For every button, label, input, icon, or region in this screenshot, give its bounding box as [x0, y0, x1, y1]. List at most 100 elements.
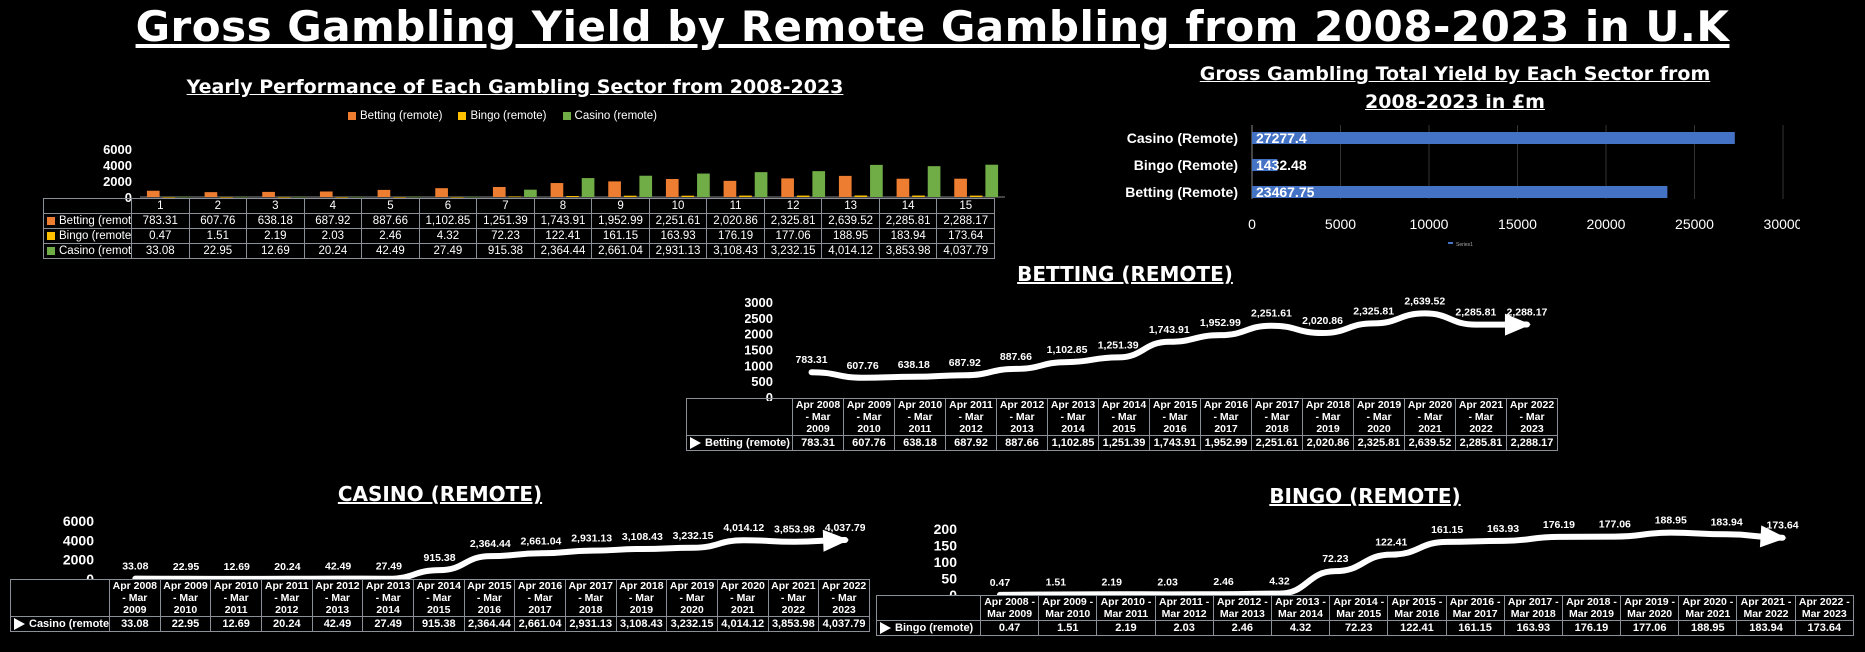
total-bar — [1252, 132, 1735, 144]
data-cell: 1,102.85 — [1047, 435, 1099, 452]
x-tick-line: Apr 2012 - — [1216, 596, 1268, 608]
data-cell: 42.49 — [311, 616, 364, 633]
data-cell: 2.19 — [246, 228, 305, 244]
data-cell: 2,639.52 — [821, 213, 880, 229]
x-tick-line: - Mar — [1213, 411, 1239, 424]
x-tick-label: 9 — [591, 198, 650, 214]
bar-betting — [665, 178, 679, 197]
x-tick-line: 2016 — [477, 604, 502, 617]
x-tick-label: Apr 2017- Mar 2018 — [1251, 397, 1303, 437]
x-tick-label: Apr 2020- Mar 2021 — [716, 578, 769, 618]
data-cell: 3,853.98 — [878, 243, 938, 259]
bar-betting — [377, 189, 391, 197]
x-tick-label: Apr 2012- Mar 2013 — [311, 578, 364, 618]
x-tick-line: Mar 2009 — [987, 608, 1033, 621]
bar-casino — [870, 164, 883, 197]
x-tick-line: Apr 2012 — [999, 399, 1045, 411]
series-label: Betting (remote) — [43, 213, 132, 229]
x-tick-label: Apr 2015- Mar 2016 — [1149, 397, 1201, 437]
data-cell: 42.49 — [361, 243, 420, 259]
x-tick-line: - Mar — [856, 411, 882, 424]
data-cell: 1,743.91 — [533, 213, 593, 229]
data-cell: 3,232.15 — [763, 243, 823, 259]
bar-betting — [838, 175, 852, 197]
data-cell: 2,020.86 — [1302, 435, 1354, 452]
x-tick-line: - Mar — [122, 592, 148, 605]
total-bar-chart: 0 5000 10000 15000 20000 25000 30000 Casino (Re… — [1125, 125, 1800, 248]
data-cell: 2,251.61 — [1251, 435, 1303, 452]
bar-betting — [319, 191, 333, 197]
data-label: 3,853.98 — [774, 524, 815, 536]
data-cell: 2.46 — [1212, 620, 1272, 637]
data-cell: 22.95 — [188, 243, 248, 259]
bar-casino — [293, 196, 307, 198]
series-name: Bingo (remote) — [59, 230, 132, 242]
bar-bingo — [277, 196, 291, 198]
data-label: 22.95 — [173, 561, 199, 573]
x-tick-label: Apr 2012- Mar 2013 — [996, 397, 1048, 437]
betting-data-table: Apr 2008- Mar 2009 Apr 2009- Mar 2010 Apr 20… — [686, 397, 1558, 452]
data-cell: 176.19 — [1561, 620, 1622, 637]
x-tick-line: Mar 2022 — [1743, 608, 1789, 621]
y-tick-label: 0 — [949, 587, 957, 596]
y-tick-label: 200 — [934, 521, 958, 537]
x-tick-label: Apr 2009- Mar 2010 — [843, 397, 895, 437]
y-category-label: Bingo (Remote) — [1134, 157, 1238, 173]
x-tick-line: 2009 — [806, 423, 830, 436]
x-tick-line: Apr 2017 — [568, 580, 613, 592]
x-tick-line: Apr 2022 — [821, 580, 867, 592]
data-cell: 27.49 — [362, 616, 414, 633]
data-cell: 4,014.12 — [821, 243, 880, 259]
casino-data-table: Apr 2008- Mar 2009 Apr 2009- Mar 2010 Apr 20… — [10, 578, 870, 633]
x-tick-line: Apr 2018 - — [1566, 596, 1617, 608]
table-corner — [43, 198, 132, 214]
y-tick-label: 2000 — [103, 174, 132, 189]
x-tick-line: 2011 — [224, 604, 248, 617]
data-cell: 2,364.44 — [533, 243, 593, 259]
y-tick-label: 4000 — [63, 532, 94, 548]
bar-casino — [754, 172, 768, 197]
data-cell: 1,952.99 — [1200, 435, 1252, 452]
x-tick-label: Apr 2014- Mar 2015 — [412, 578, 465, 618]
x-tick-line: 2022 — [781, 604, 806, 617]
x-tick-line: - Mar — [527, 592, 553, 605]
data-cell: 2.19 — [1096, 620, 1156, 637]
bar-betting — [146, 190, 160, 197]
bar-casino — [581, 178, 595, 197]
bingo-chart-title: BINGO (REMOTE) — [1269, 484, 1461, 508]
data-cell: 2,639.52 — [1404, 435, 1456, 452]
x-tick-label: Apr 2009 - Mar 2010 — [1038, 594, 1098, 622]
x-tick-label: Apr 2015- Mar 2016 — [463, 578, 516, 618]
bar-bingo — [220, 196, 233, 198]
data-label: 687.92 — [949, 357, 981, 369]
x-tick-line: 2021 — [731, 604, 755, 617]
data-cell: 1,102.85 — [418, 213, 478, 229]
x-tick-label: 5 — [361, 198, 420, 214]
data-cell: 2,251.61 — [648, 213, 708, 229]
data-cell: 4.32 — [418, 228, 478, 244]
y-tick-label: 6000 — [63, 514, 94, 529]
x-tick-label: Apr 2011- Mar 2012 — [260, 578, 313, 618]
data-label: 0.47 — [990, 577, 1011, 589]
data-cell: 22.95 — [159, 616, 212, 633]
x-tick-line: Apr 2010 - — [1100, 596, 1152, 608]
y-tick-label: 100 — [934, 554, 958, 570]
data-cell: 12.69 — [210, 616, 262, 633]
data-label: 1,102.85 — [1047, 344, 1088, 356]
x-tick-label: Apr 2013 - Mar 2014 — [1270, 594, 1331, 622]
y-tick-label: 0 — [86, 571, 94, 580]
x-tick-label: 13 — [821, 198, 880, 214]
x-tick-line: Apr 2008 - — [984, 596, 1035, 608]
bar-bingo — [681, 195, 695, 197]
legend-swatch — [458, 111, 467, 120]
bar-casino — [639, 175, 653, 197]
x-tick-line: - Mar — [831, 592, 857, 605]
x-tick-label: Apr 2015 - Mar 2016 — [1387, 594, 1447, 622]
data-cell: 783.31 — [131, 213, 190, 229]
total-bar — [1252, 159, 1278, 171]
x-tick-line: 2015 — [1112, 423, 1136, 436]
data-cell: 2,288.17 — [936, 213, 995, 229]
x-tick-line: Apr 2013 — [365, 580, 411, 592]
x-tick-line: Mar 2019 — [1568, 608, 1614, 621]
